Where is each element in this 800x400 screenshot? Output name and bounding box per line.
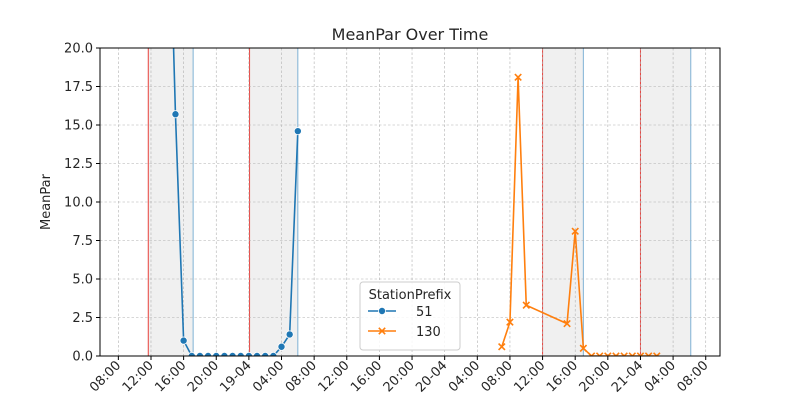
night-span-3 [640, 48, 691, 356]
night-span-2 [542, 48, 584, 356]
series-130-point-10 [612, 352, 620, 356]
chart-title: MeanPar Over Time [332, 25, 489, 44]
series-130-point-4 [563, 319, 571, 328]
y-tick-label-8: 20.0 [64, 42, 93, 57]
legend-label-130: 130 [416, 325, 441, 340]
series-51-point-16 [293, 127, 302, 136]
series-130-point-2 [514, 73, 522, 82]
y-axis-label: MeanPar [39, 173, 54, 230]
legend-marker-51 [377, 306, 386, 315]
series-51-point-2 [179, 336, 188, 345]
series-130-point-9 [604, 352, 612, 356]
y-axis: 0.0 2.5 5.0 7.5 10.0 12.5 15.0 17.5 20.0 [64, 42, 100, 365]
series-line-130 [501, 77, 657, 356]
series-51-point-14 [277, 342, 286, 351]
legend-title: StationPrefix [369, 288, 452, 303]
series-130-point-13 [636, 352, 645, 356]
y-tick-label-0: 0.0 [72, 350, 93, 365]
series-130-point-0 [498, 342, 506, 351]
grid [100, 47, 720, 357]
legend-label-51: 51 [416, 305, 433, 320]
legend-marker-130 [378, 327, 386, 335]
series-130-point-12 [628, 352, 637, 356]
series-130-point-7 [587, 352, 596, 356]
series-130-point-5 [571, 227, 579, 236]
series-130-point-6 [579, 344, 588, 353]
series-130-point-3 [522, 301, 531, 309]
y-tick-label-1: 2.5 [72, 311, 93, 326]
series-130-point-14 [644, 352, 653, 356]
y-tick-label-7: 17.5 [64, 80, 93, 95]
y-tick-label-3: 7.5 [72, 234, 93, 249]
series-130-point-8 [595, 352, 604, 356]
y-tick-label-5: 12.5 [64, 157, 93, 172]
series-130-point-15 [653, 352, 661, 356]
y-tick-label-6: 15.0 [64, 119, 93, 134]
series-51-point-1 [171, 110, 180, 119]
series-130-point-1 [506, 318, 514, 326]
series-51-point-15 [285, 330, 294, 339]
y-tick-label-4: 10.0 [64, 196, 93, 211]
series-line-51 [172, 48, 299, 356]
y-tick-label-2: 5.0 [72, 273, 93, 288]
series-130-point-11 [620, 352, 628, 356]
